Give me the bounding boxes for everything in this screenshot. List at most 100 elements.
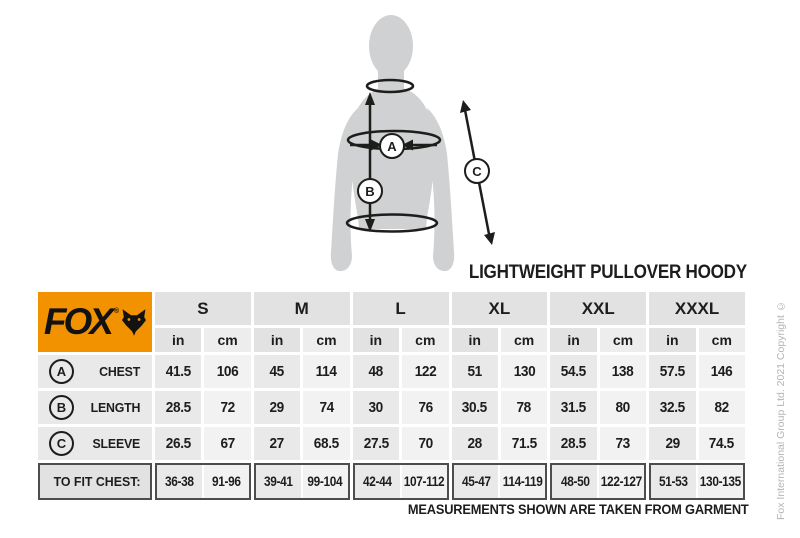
table-cell: 30.5 <box>451 391 498 424</box>
table-cell: 73 <box>599 427 647 460</box>
table-cell: 39-41 <box>255 465 301 498</box>
table-cell: 71.5 <box>500 427 548 460</box>
row-label-chest: CHEST <box>99 364 140 379</box>
row-header-sleeve: C SLEEVE <box>38 427 152 460</box>
table-cell: 67 <box>204 427 251 460</box>
size-header-xl: XL <box>451 292 548 325</box>
row-header-chest: A CHEST <box>38 355 152 388</box>
fit-group-l: 42-44 107-112 <box>352 463 449 500</box>
torso-silhouette-icon <box>330 15 495 272</box>
table-cell: 51-53 <box>651 465 697 498</box>
size-header-l: L <box>352 292 449 325</box>
size-header-s: S <box>155 292 251 325</box>
table-cell: 54.5 <box>550 355 597 388</box>
table-cell: 30 <box>352 391 400 424</box>
table-cell: 27 <box>253 427 301 460</box>
table-cell: 107-112 <box>401 465 447 498</box>
unit-header: in <box>352 328 400 352</box>
diagram-marker-c-label: C <box>472 163 482 179</box>
row-marker-b: B <box>49 395 74 420</box>
unit-header: in <box>550 328 597 352</box>
footer-note: MEASUREMENTS SHOWN ARE TAKEN FROM GARMEN… <box>408 502 749 517</box>
table-cell: 70 <box>402 427 449 460</box>
table-cell: 51 <box>451 355 498 388</box>
table-cell: 72 <box>204 391 251 424</box>
table-cell: 122 <box>402 355 449 388</box>
table-cell: 82 <box>698 391 745 424</box>
registered-trademark-icon: ® <box>113 308 120 315</box>
fit-group-xl: 45-47 114-119 <box>451 463 548 500</box>
fox-wordmark: FOX <box>43 301 114 342</box>
table-cell: 114-119 <box>500 465 546 498</box>
table-cell: 74 <box>303 391 350 424</box>
unit-header: cm <box>204 328 251 352</box>
unit-header: cm <box>303 328 350 352</box>
table-cell: 29 <box>649 427 696 460</box>
table-cell: 122-127 <box>599 465 645 498</box>
table-cell: 48-50 <box>552 465 598 498</box>
unit-header: cm <box>599 328 647 352</box>
unit-header: in <box>155 328 202 352</box>
product-title: LIGHTWEIGHT PULLOVER HOODY <box>469 262 747 283</box>
size-header-xxl: XXL <box>550 292 647 325</box>
table-cell: 26.5 <box>155 427 202 460</box>
diagram-marker-b-label: B <box>365 183 375 199</box>
table-cell: 32.5 <box>649 391 696 424</box>
fox-head-icon <box>122 309 147 336</box>
fox-logo-lockup: FOX ® <box>43 301 147 342</box>
table-cell: 29 <box>253 391 301 424</box>
table-cell: 106 <box>204 355 251 388</box>
table-cell: 31.5 <box>550 391 597 424</box>
table-cell: 74.5 <box>698 427 745 460</box>
table-cell: 28.5 <box>550 427 597 460</box>
table-cell: 42-44 <box>354 465 400 498</box>
table-cell: 45 <box>253 355 301 388</box>
measurement-diagram: A B C <box>295 4 515 280</box>
fit-group-s: 36-38 91-96 <box>155 463 251 500</box>
unit-header: cm <box>500 328 548 352</box>
diagram-marker-c: C <box>464 158 490 184</box>
copyright-text: Fox International Group Ltd. 2021 Copyri… <box>775 300 787 520</box>
table-cell: 48 <box>352 355 400 388</box>
table-cell: 28 <box>451 427 498 460</box>
table-cell: 146 <box>698 355 745 388</box>
diagram-marker-a-label: A <box>387 138 397 154</box>
size-header-m: M <box>253 292 350 325</box>
table-cell: 99-104 <box>302 465 348 498</box>
fox-logo: FOX ® <box>38 292 152 352</box>
diagram-marker-a: A <box>379 133 405 159</box>
unit-header: in <box>451 328 498 352</box>
table-cell: 114 <box>303 355 350 388</box>
row-header-to-fit-chest: TO FIT CHEST: <box>38 463 152 500</box>
unit-header: cm <box>698 328 745 352</box>
size-table: FOX ® S M L XL XXL XXXL in cm in cm in c… <box>38 292 745 500</box>
fit-group-xxl: 48-50 122-127 <box>550 463 647 500</box>
table-cell: 130 <box>500 355 548 388</box>
row-label-to-fit-chest: TO FIT CHEST: <box>53 474 140 489</box>
table-cell: 91-96 <box>203 465 249 498</box>
unit-header: cm <box>402 328 449 352</box>
table-cell: 76 <box>402 391 449 424</box>
table-cell: 57.5 <box>649 355 696 388</box>
row-label-length: LENGTH <box>90 400 140 415</box>
diagram-marker-b: B <box>357 178 383 204</box>
table-cell: 27.5 <box>352 427 400 460</box>
table-cell: 130-135 <box>698 465 743 498</box>
table-cell: 78 <box>500 391 548 424</box>
table-cell: 138 <box>599 355 647 388</box>
unit-header: in <box>253 328 301 352</box>
table-cell: 36-38 <box>157 465 202 498</box>
table-cell: 68.5 <box>303 427 350 460</box>
row-marker-c: C <box>49 431 74 456</box>
table-cell: 80 <box>599 391 647 424</box>
row-header-length: B LENGTH <box>38 391 152 424</box>
table-cell: 45-47 <box>453 465 499 498</box>
table-cell: 28.5 <box>155 391 202 424</box>
table-cell: 41.5 <box>155 355 202 388</box>
fit-group-m: 39-41 99-104 <box>253 463 350 500</box>
unit-header: in <box>649 328 696 352</box>
row-label-sleeve: SLEEVE <box>92 436 140 451</box>
row-marker-a: A <box>49 359 74 384</box>
fit-group-xxxl: 51-53 130-135 <box>649 463 745 500</box>
